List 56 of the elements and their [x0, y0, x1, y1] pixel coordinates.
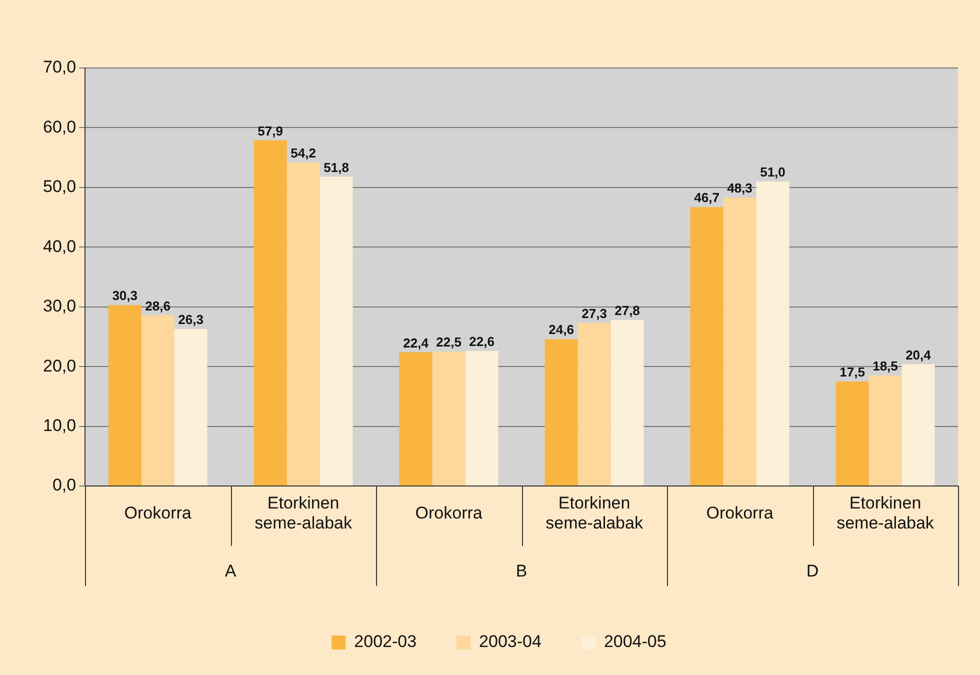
y-tick-label: 10,0: [42, 416, 76, 435]
bar: [610, 320, 644, 486]
bar: [868, 376, 902, 486]
data-label: 46,7: [694, 190, 720, 206]
bar: [399, 352, 432, 486]
bar: [902, 364, 935, 486]
data-label: 18,5: [872, 358, 898, 374]
data-label: 57,9: [258, 123, 283, 138]
bar: [141, 315, 174, 486]
bar: [108, 305, 142, 486]
data-label: 17,5: [840, 364, 865, 380]
legend-label: 2003-04: [479, 632, 542, 652]
x-tick-label: Orokorra: [706, 504, 774, 523]
bar: [286, 162, 320, 486]
y-tick-label: 60,0: [42, 117, 76, 136]
data-label: 24,6: [548, 322, 574, 338]
bar: [690, 207, 724, 486]
x-tick-label: Etorkinen seme-alabak: [254, 494, 352, 533]
y-tick-label: 30,0: [42, 296, 76, 316]
x-tick-label: Etorkinen seme-alabak: [836, 494, 934, 533]
data-label: 20,4: [906, 347, 932, 362]
bar: [465, 351, 498, 486]
y-tick-label: 50,0: [42, 177, 76, 196]
text: A: [224, 562, 237, 581]
data-label: 27,8: [614, 303, 640, 318]
data-label: 54,2: [290, 145, 316, 160]
data-label: 30,3: [112, 288, 138, 304]
x-tick-label: Orokorra: [415, 504, 483, 523]
x-tick-label: Orokorra: [124, 504, 192, 523]
y-tick-label: 40,0: [42, 236, 76, 256]
bar: [756, 181, 790, 486]
bar: [578, 322, 611, 486]
bar: [432, 352, 466, 486]
bar: [174, 328, 208, 486]
y-tick-label: 70,0: [42, 58, 76, 77]
data-label: 28,6: [145, 298, 170, 314]
legend-label: 2002-03: [354, 632, 417, 652]
x-tick-label: Etorkinen seme-alabak: [546, 494, 644, 533]
y-tick-label: 0,0: [52, 476, 76, 495]
bar: [320, 176, 353, 486]
text: B: [516, 562, 528, 581]
data-label: 27,3: [582, 306, 607, 322]
data-label: 51,8: [324, 160, 349, 175]
data-label: 26,3: [178, 312, 204, 328]
y-tick-label: 20,0: [42, 356, 76, 376]
data-label: 48,3: [727, 180, 752, 196]
data-label: 22,4: [403, 335, 430, 350]
bar: [836, 382, 869, 486]
legend-label: 2004-05: [604, 632, 666, 652]
data-label: 22,5: [436, 334, 462, 350]
data-label: 51,0: [760, 164, 786, 180]
text: D: [806, 562, 819, 581]
bar: [723, 198, 756, 486]
bar: [544, 339, 578, 486]
bar: [254, 140, 287, 486]
data-label: 22,6: [469, 334, 494, 350]
